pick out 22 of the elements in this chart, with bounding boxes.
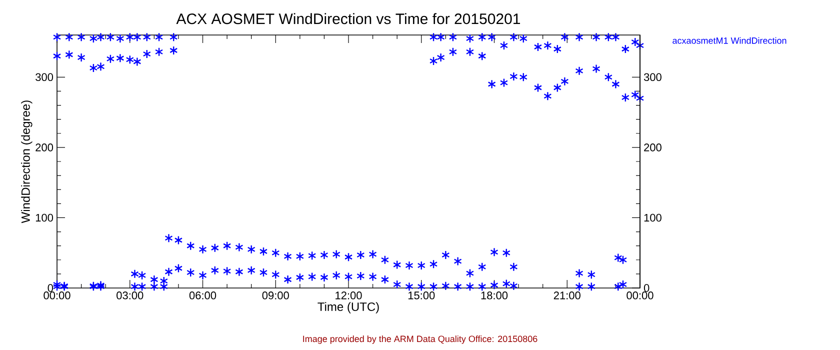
y2-tick-label: 0 <box>644 284 650 292</box>
x-tick-label: 06:00 <box>189 292 216 300</box>
y2-tick-label: 100 <box>644 214 662 222</box>
y-tick-label: 300 <box>36 73 54 82</box>
x-tick-label: 12:00 <box>336 292 362 300</box>
text: Image provided by the ARM Data Quality Office: 20150806 <box>303 335 538 344</box>
y2-tick-label: 300 <box>644 73 662 82</box>
x-tick-label: 03:00 <box>116 292 144 300</box>
chart-title: ACX AOSMET WindDirection vs Time for 20150201 <box>176 13 520 24</box>
x-tick-label: 15:00 <box>408 292 435 300</box>
x-tick-label: 00:00 <box>44 292 70 300</box>
x-axis-title: Time (UTC) <box>318 302 379 314</box>
y-tick-label: 0 <box>48 284 54 292</box>
x-tick-label: 21:00 <box>554 292 580 300</box>
x-tick-label: 00:00 <box>626 292 654 300</box>
y-tick-label: 200 <box>36 144 54 152</box>
y-tick-label: 100 <box>36 214 54 222</box>
y2-tick-label: 200 <box>644 144 662 152</box>
y-axis-title: WindDirection (degree) <box>21 100 32 224</box>
text: acxaosmetM1 WindDirection <box>672 37 786 44</box>
x-tick-label: 18:00 <box>481 292 508 300</box>
x-tick-label: 09:00 <box>262 292 289 300</box>
